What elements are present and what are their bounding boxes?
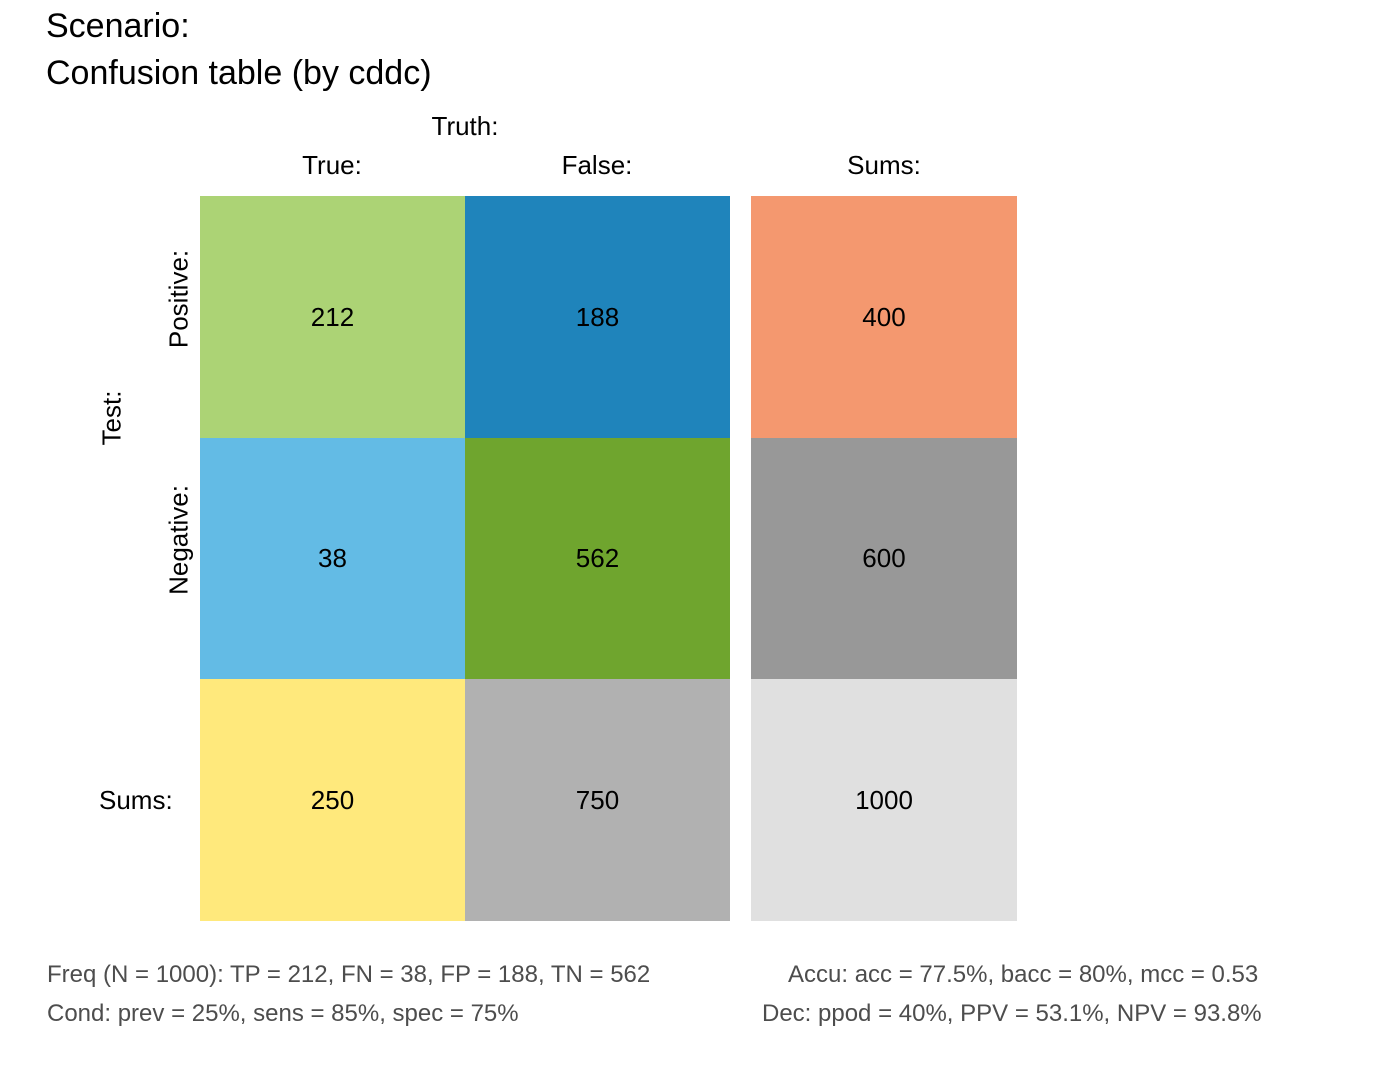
cell-false-positive: 188 <box>465 196 730 438</box>
cell-positive-sum: 400 <box>751 196 1017 438</box>
cell-total: 1000 <box>751 679 1017 921</box>
row-header-negative: Negative: <box>163 485 194 595</box>
row-header-sums: Sums: <box>99 785 173 815</box>
truth-label: Truth: <box>431 111 499 141</box>
cell-value: 562 <box>575 543 620 573</box>
cell-value: 212 <box>310 301 355 332</box>
cell-false-negative: 38 <box>200 438 465 679</box>
column-header-true: True: <box>302 150 362 180</box>
cell-value: 38 <box>318 543 347 573</box>
test-label: Test: <box>96 390 127 446</box>
cell-true-positive: 212 <box>200 196 465 438</box>
freq-summary: Freq (N = 1000): TP = 212, FN = 38, FP =… <box>47 961 651 988</box>
decision-summary: Dec: ppod = 40%, PPV = 53.1%, NPV = 93.8… <box>762 1000 1262 1027</box>
cell-value: 1000 <box>855 784 913 815</box>
column-header-false: False: <box>561 150 633 180</box>
cell-negative-sum: 600 <box>751 438 1017 679</box>
cell-value: 400 <box>862 301 906 332</box>
condition-summary: Cond: prev = 25%, sens = 85%, spec = 75% <box>47 1000 519 1027</box>
cell-value: 250 <box>310 784 355 815</box>
cell-true-negative: 562 <box>465 438 730 679</box>
row-header-positive: Positive: <box>163 249 194 349</box>
cell-false-sum: 750 <box>465 679 730 921</box>
scenario-title: Scenario: <box>46 7 190 45</box>
accuracy-summary: Accu: acc = 77.5%, bacc = 80%, mcc = 0.5… <box>788 961 1259 988</box>
cell-true-sum: 250 <box>200 679 465 921</box>
cell-value: 600 <box>862 543 906 573</box>
chart-title: Confusion table (by cddc) <box>46 54 432 92</box>
column-header-sums: Sums: <box>847 150 921 180</box>
cell-value: 188 <box>575 301 620 332</box>
cell-value: 750 <box>575 784 620 815</box>
